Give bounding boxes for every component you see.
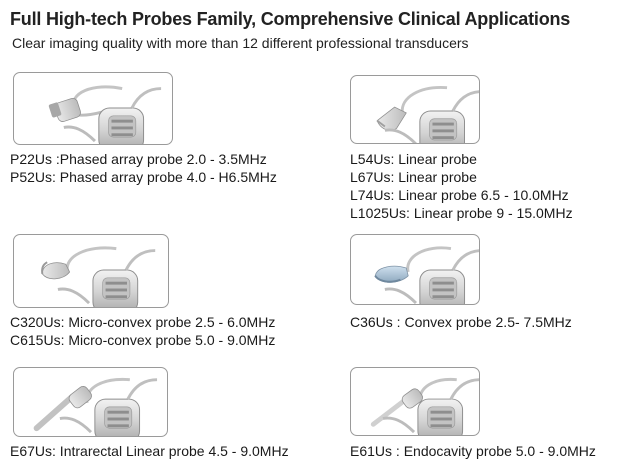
probe-description-intrarectal: E67Us: Intrarectal Linear probe 4.5 - 9.… [10, 442, 289, 460]
endocavity-probe-icon [370, 378, 479, 435]
probe-image-endocavity [350, 367, 480, 436]
probe-description-convex: C36Us : Convex probe 2.5- 7.5MHz [350, 313, 572, 331]
probe-image-intrarectal [13, 367, 168, 437]
probe-image-convex [350, 234, 480, 305]
probe-description-linear: L54Us: Linear probe L67Us: Linear probe … [350, 150, 573, 222]
probe-description-endocavity: E61Us : Endocavity probe 5.0 - 9.0MHz [350, 442, 596, 460]
probe-spec-line: L67Us: Linear probe [350, 169, 477, 185]
probe-spec-line: C320Us: Micro-convex probe 2.5 - 6.0MHz [10, 314, 276, 330]
probe-spec-line: P22Us :Phased array probe 2.0 - 3.5MHz [10, 151, 267, 167]
intrarectal-probe-icon [33, 378, 159, 436]
probe-description-phased-array: P22Us :Phased array probe 2.0 - 3.5MHz P… [10, 150, 277, 186]
convex-probe-icon [374, 246, 479, 304]
page-subtitle: Clear imaging quality with more than 12 … [12, 35, 469, 51]
phased-array-probe-icon [48, 85, 163, 144]
probe-image-micro-convex [13, 234, 169, 308]
probe-spec-line: L54Us: Linear probe [350, 151, 477, 167]
probe-spec-line: L74Us: Linear probe 6.5 - 10.0MHz [350, 187, 569, 203]
probe-spec-line: L1025Us: Linear probe 9 - 15.0MHz [350, 205, 573, 221]
probe-spec-line: P52Us: Phased array probe 4.0 - H6.5MHz [10, 169, 277, 185]
probe-spec-line: E67Us: Intrarectal Linear probe 4.5 - 9.… [10, 443, 289, 459]
probe-image-linear [350, 75, 480, 144]
micro-convex-probe-icon [41, 246, 157, 307]
probe-image-phased-array [13, 72, 173, 145]
probe-description-micro-convex: C320Us: Micro-convex probe 2.5 - 6.0MHz … [10, 313, 275, 349]
linear-probe-icon [376, 86, 479, 143]
page-title: Full High-tech Probes Family, Comprehens… [10, 9, 571, 29]
probe-spec-line: C36Us : Convex probe 2.5- 7.5MHz [350, 314, 572, 330]
probe-spec-line: E61Us : Endocavity probe 5.0 - 9.0MHz [350, 443, 596, 459]
probe-spec-line: C615Us: Micro-convex probe 5.0 - 9.0MHz [10, 332, 276, 348]
